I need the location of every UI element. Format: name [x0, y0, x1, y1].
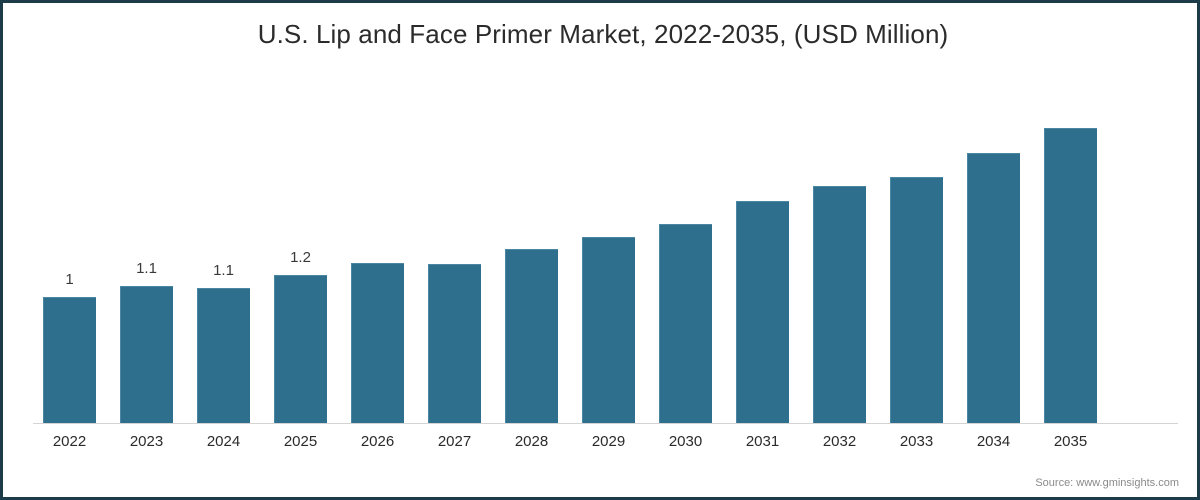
- bar-value-label-2024: 1.1: [213, 262, 234, 279]
- bar-2023: [120, 286, 173, 423]
- bar-value-label-2022: 1: [65, 271, 74, 288]
- bar-2029: [582, 237, 635, 423]
- x-tick-label-2026: 2026: [360, 433, 395, 450]
- x-tick-label-2027: 2027: [437, 433, 472, 450]
- bar-2031: [736, 201, 789, 423]
- bar-2026: [351, 263, 404, 423]
- bar-2032: [813, 186, 866, 423]
- x-axis-line: [33, 423, 1178, 424]
- bar-2024: [197, 288, 250, 423]
- bar-2035: [1044, 128, 1097, 423]
- bar-2033: [890, 177, 943, 423]
- bar-2028: [505, 249, 558, 423]
- chart-title: U.S. Lip and Face Primer Market, 2022-20…: [257, 19, 949, 49]
- bar-2025: [274, 275, 327, 423]
- x-tick-label-2023: 2023: [129, 433, 164, 450]
- bar-2034: [967, 153, 1020, 423]
- x-tick-label-2032: 2032: [822, 433, 857, 450]
- x-tick-label-2024: 2024: [206, 433, 241, 450]
- x-tick-label-2025: 2025: [283, 433, 318, 450]
- x-tick-label-2033: 2033: [899, 433, 934, 450]
- source-attribution: Source: www.gminsights.com: [1035, 477, 1179, 489]
- x-tick-label-2034: 2034: [976, 433, 1011, 450]
- bar-2030: [659, 224, 712, 423]
- bar-2022: [43, 297, 96, 423]
- x-tick-label-2029: 2029: [591, 433, 626, 450]
- x-tick-label-2022: 2022: [52, 433, 87, 450]
- x-tick-label-2028: 2028: [514, 433, 549, 450]
- bar-2027: [428, 264, 481, 423]
- bar-value-label-2023: 1.1: [136, 260, 157, 277]
- bar-value-label-2025: 1.2: [290, 249, 311, 266]
- plot-area: 1 1.1 1.1 1.2 2022 2023 2024 2025 2026 2027 2028 2…: [3, 3, 1197, 497]
- x-tick-label-2035: 2035: [1053, 433, 1088, 450]
- x-tick-label-2031: 2031: [745, 433, 780, 450]
- x-tick-label-2030: 2030: [668, 433, 703, 450]
